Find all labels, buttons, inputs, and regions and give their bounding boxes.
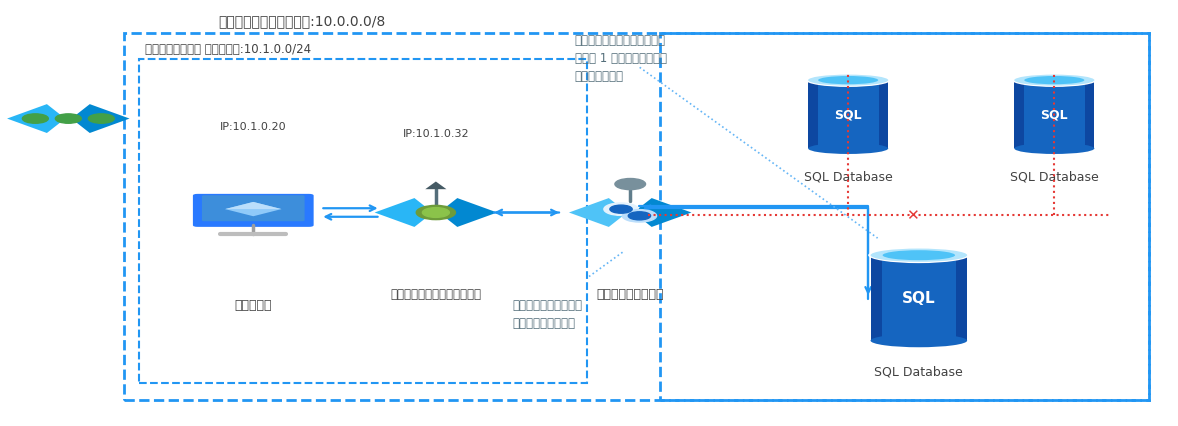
Text: SQL Database: SQL Database <box>1010 170 1099 183</box>
Circle shape <box>604 204 638 216</box>
Text: その他のインスタンス
はアクセスできない: その他のインスタンス はアクセスできない <box>512 298 582 329</box>
FancyBboxPatch shape <box>808 81 888 149</box>
Text: ✕: ✕ <box>907 207 919 223</box>
Circle shape <box>88 115 114 124</box>
FancyBboxPatch shape <box>201 196 305 222</box>
Ellipse shape <box>1024 77 1084 85</box>
Text: SQL: SQL <box>902 291 935 306</box>
Text: SQL: SQL <box>834 109 862 121</box>
Text: SQL Database: SQL Database <box>874 364 964 377</box>
Text: IP:10.1.0.20: IP:10.1.0.20 <box>220 122 286 132</box>
Text: SQL: SQL <box>1040 109 1068 121</box>
FancyBboxPatch shape <box>871 256 967 341</box>
Polygon shape <box>7 105 65 134</box>
Text: 会社の仓想ネットワーク:10.0.0.0/8: 会社の仓想ネットワーク:10.0.0.0/8 <box>218 14 385 28</box>
Text: プライベートエンドポイント
がただ 1 つのインスタンス
にマップされる: プライベートエンドポイント がただ 1 つのインスタンス にマップされる <box>575 34 667 83</box>
Polygon shape <box>225 202 282 210</box>
Circle shape <box>423 208 449 218</box>
FancyBboxPatch shape <box>193 194 313 227</box>
Ellipse shape <box>818 77 878 85</box>
Polygon shape <box>569 199 627 227</box>
FancyBboxPatch shape <box>871 256 882 341</box>
Text: 仓想マシン: 仓想マシン <box>234 298 272 311</box>
Ellipse shape <box>868 248 969 264</box>
Text: 仓想ネットワーク サブネット:10.1.0.0/24: 仓想ネットワーク サブネット:10.1.0.0/24 <box>145 43 311 55</box>
Ellipse shape <box>806 74 891 88</box>
Circle shape <box>416 206 456 220</box>
Ellipse shape <box>1014 75 1094 86</box>
Circle shape <box>628 212 650 220</box>
FancyBboxPatch shape <box>879 81 888 149</box>
FancyBboxPatch shape <box>1085 81 1094 149</box>
Ellipse shape <box>871 334 967 348</box>
Polygon shape <box>425 182 446 190</box>
Ellipse shape <box>882 250 955 261</box>
Ellipse shape <box>808 75 888 86</box>
FancyBboxPatch shape <box>1014 81 1094 149</box>
Circle shape <box>55 115 81 124</box>
Text: SQL Database: SQL Database <box>803 170 893 183</box>
FancyBboxPatch shape <box>808 81 818 149</box>
Circle shape <box>22 115 48 124</box>
Circle shape <box>622 210 656 222</box>
Ellipse shape <box>1012 74 1097 88</box>
Polygon shape <box>225 202 282 217</box>
FancyBboxPatch shape <box>955 256 967 341</box>
Ellipse shape <box>871 249 967 262</box>
Polygon shape <box>375 199 432 227</box>
Circle shape <box>610 206 633 214</box>
Circle shape <box>615 179 646 190</box>
Ellipse shape <box>808 144 888 155</box>
Polygon shape <box>72 105 130 134</box>
FancyBboxPatch shape <box>1014 81 1024 149</box>
Text: プライベートリンク: プライベートリンク <box>596 288 664 300</box>
Ellipse shape <box>1014 144 1094 155</box>
Text: プライベートエンドポイント: プライベートエンドポイント <box>390 288 482 300</box>
Polygon shape <box>634 199 691 227</box>
Text: IP:10.1.0.32: IP:10.1.0.32 <box>403 129 469 138</box>
Polygon shape <box>439 199 497 227</box>
